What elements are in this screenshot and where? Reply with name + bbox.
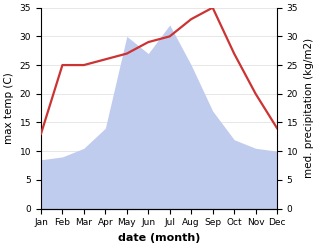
Y-axis label: med. precipitation (kg/m2): med. precipitation (kg/m2) bbox=[304, 38, 314, 178]
X-axis label: date (month): date (month) bbox=[118, 233, 200, 243]
Y-axis label: max temp (C): max temp (C) bbox=[4, 72, 14, 144]
